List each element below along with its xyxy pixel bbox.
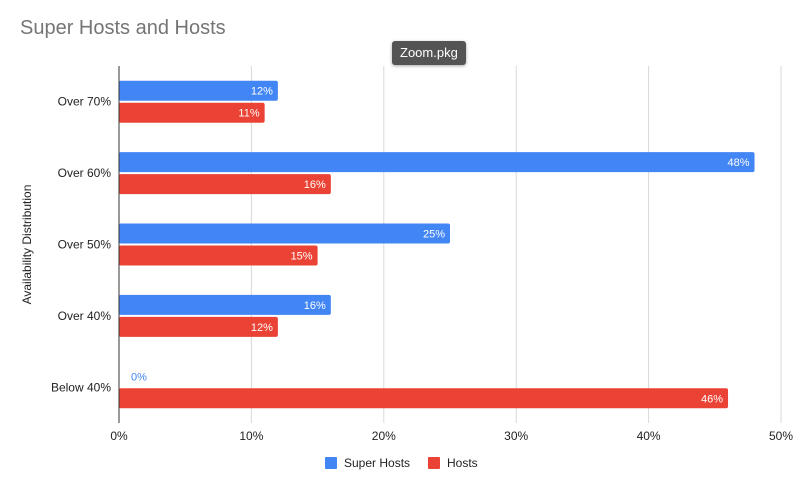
data-label: 48% bbox=[727, 157, 749, 169]
x-tick-label: 0% bbox=[110, 429, 128, 443]
data-label: 16% bbox=[304, 179, 326, 191]
tooltip: Zoom.pkg bbox=[392, 41, 466, 65]
y-tick-label: Over 60% bbox=[58, 166, 112, 180]
legend-label: Hosts bbox=[447, 456, 478, 470]
data-label: 16% bbox=[304, 300, 326, 312]
bar-1 bbox=[119, 174, 331, 195]
y-axis-title: Availability Distribution bbox=[20, 185, 34, 305]
bar-0 bbox=[119, 294, 331, 315]
bar-1 bbox=[119, 245, 318, 266]
y-tick-label: Over 50% bbox=[58, 238, 112, 252]
data-label: 0% bbox=[131, 371, 147, 383]
data-label: 12% bbox=[251, 86, 273, 98]
x-tick-label: 50% bbox=[769, 429, 793, 443]
x-tick-label: 40% bbox=[637, 429, 661, 443]
x-tick-label: 30% bbox=[504, 429, 528, 443]
legend-swatch-1 bbox=[428, 457, 440, 469]
data-label: 25% bbox=[423, 229, 445, 241]
bar-1 bbox=[119, 316, 278, 337]
bar-1 bbox=[119, 388, 729, 409]
x-tick-label: 10% bbox=[239, 429, 263, 443]
data-label: 15% bbox=[291, 251, 313, 263]
data-label: 11% bbox=[238, 108, 259, 120]
bar-0 bbox=[119, 152, 755, 173]
bar-0 bbox=[119, 80, 278, 101]
x-tick-label: 20% bbox=[372, 429, 396, 443]
legend-label: Super Hosts bbox=[344, 456, 410, 470]
y-tick-label: Over 40% bbox=[58, 309, 112, 323]
legend-swatch-0 bbox=[325, 457, 337, 469]
data-label: 46% bbox=[701, 393, 723, 405]
bar-1 bbox=[119, 102, 265, 123]
y-tick-label: Over 70% bbox=[58, 95, 112, 109]
bar-0 bbox=[119, 223, 450, 244]
chart-title: Super Hosts and Hosts bbox=[20, 17, 226, 39]
data-label: 12% bbox=[251, 322, 273, 334]
y-tick-label: Below 40% bbox=[51, 380, 111, 394]
